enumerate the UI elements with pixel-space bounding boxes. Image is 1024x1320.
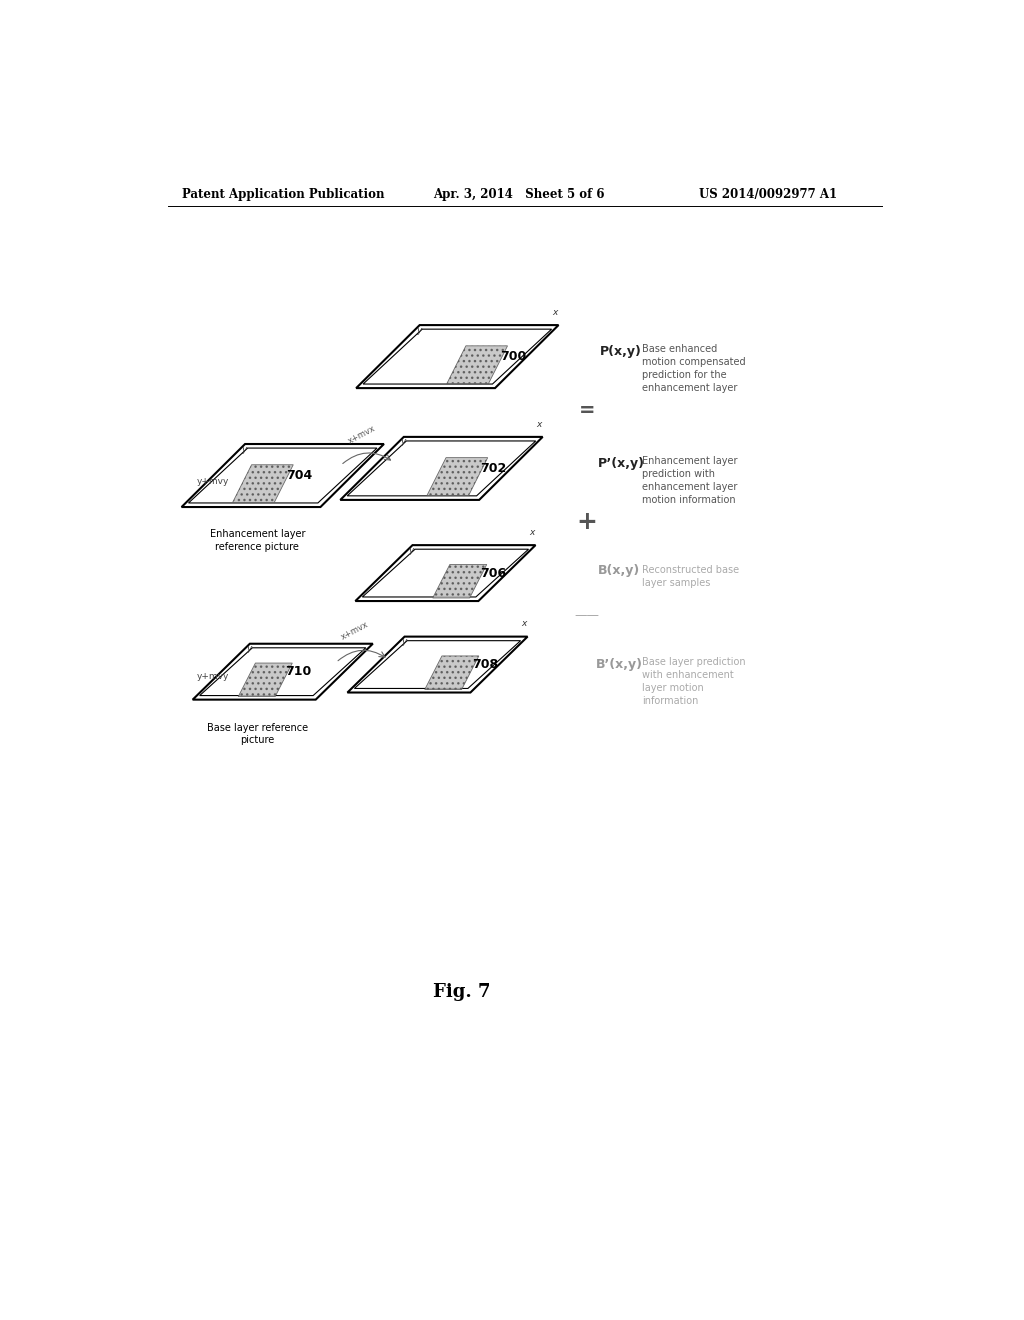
Polygon shape — [232, 465, 293, 503]
Polygon shape — [355, 545, 536, 601]
Polygon shape — [446, 346, 508, 384]
Text: Enhancement layer
reference picture: Enhancement layer reference picture — [210, 529, 305, 552]
Text: =: = — [579, 401, 595, 420]
Text: x: x — [528, 528, 535, 537]
Text: Reconstructed base
layer samples: Reconstructed base layer samples — [642, 565, 739, 587]
Polygon shape — [427, 458, 487, 495]
Text: P’(x,y): P’(x,y) — [598, 457, 645, 470]
Text: y: y — [246, 644, 252, 653]
Text: Base layer reference
picture: Base layer reference picture — [207, 722, 308, 746]
Text: x+mvx: x+mvx — [347, 424, 378, 446]
Polygon shape — [433, 565, 486, 598]
Text: 700: 700 — [500, 350, 526, 363]
Text: y: y — [409, 545, 414, 554]
Polygon shape — [239, 663, 292, 697]
Text: Base layer prediction
with enhancement
layer motion
information: Base layer prediction with enhancement l… — [642, 657, 745, 706]
Text: 710: 710 — [286, 665, 312, 678]
Text: B(x,y): B(x,y) — [598, 564, 640, 577]
Text: Fig. 7: Fig. 7 — [432, 983, 490, 1001]
Text: x+mvx: x+mvx — [340, 620, 371, 642]
Text: y: y — [400, 437, 406, 446]
Text: y: y — [416, 326, 421, 335]
Text: P(x,y): P(x,y) — [600, 345, 642, 358]
Text: y+mvy: y+mvy — [198, 672, 229, 681]
Polygon shape — [340, 437, 543, 500]
Text: Enhancement layer
prediction with
enhancement layer
motion information: Enhancement layer prediction with enhanc… — [642, 457, 737, 504]
Text: Patent Application Publication: Patent Application Publication — [182, 189, 384, 202]
Text: 702: 702 — [480, 462, 507, 475]
Text: x: x — [536, 420, 542, 429]
Text: +: + — [577, 511, 597, 535]
Text: y+mvy: y+mvy — [198, 477, 229, 486]
Text: US 2014/0092977 A1: US 2014/0092977 A1 — [699, 189, 838, 202]
Text: y: y — [242, 445, 247, 454]
Text: y: y — [400, 638, 407, 647]
Text: 704: 704 — [286, 469, 312, 482]
Text: Apr. 3, 2014   Sheet 5 of 6: Apr. 3, 2014 Sheet 5 of 6 — [433, 189, 605, 202]
Text: 706: 706 — [480, 566, 506, 579]
Text: ——: —— — [574, 610, 599, 622]
Polygon shape — [193, 644, 373, 700]
Polygon shape — [181, 444, 384, 507]
Text: 708: 708 — [472, 659, 499, 671]
Text: x: x — [521, 619, 526, 628]
Polygon shape — [356, 325, 558, 388]
Polygon shape — [347, 636, 527, 693]
Text: x: x — [552, 308, 557, 317]
Text: B’(x,y): B’(x,y) — [596, 659, 643, 671]
Text: Base enhanced
motion compensated
prediction for the
enhancement layer: Base enhanced motion compensated predict… — [642, 345, 745, 393]
Polygon shape — [425, 656, 479, 689]
